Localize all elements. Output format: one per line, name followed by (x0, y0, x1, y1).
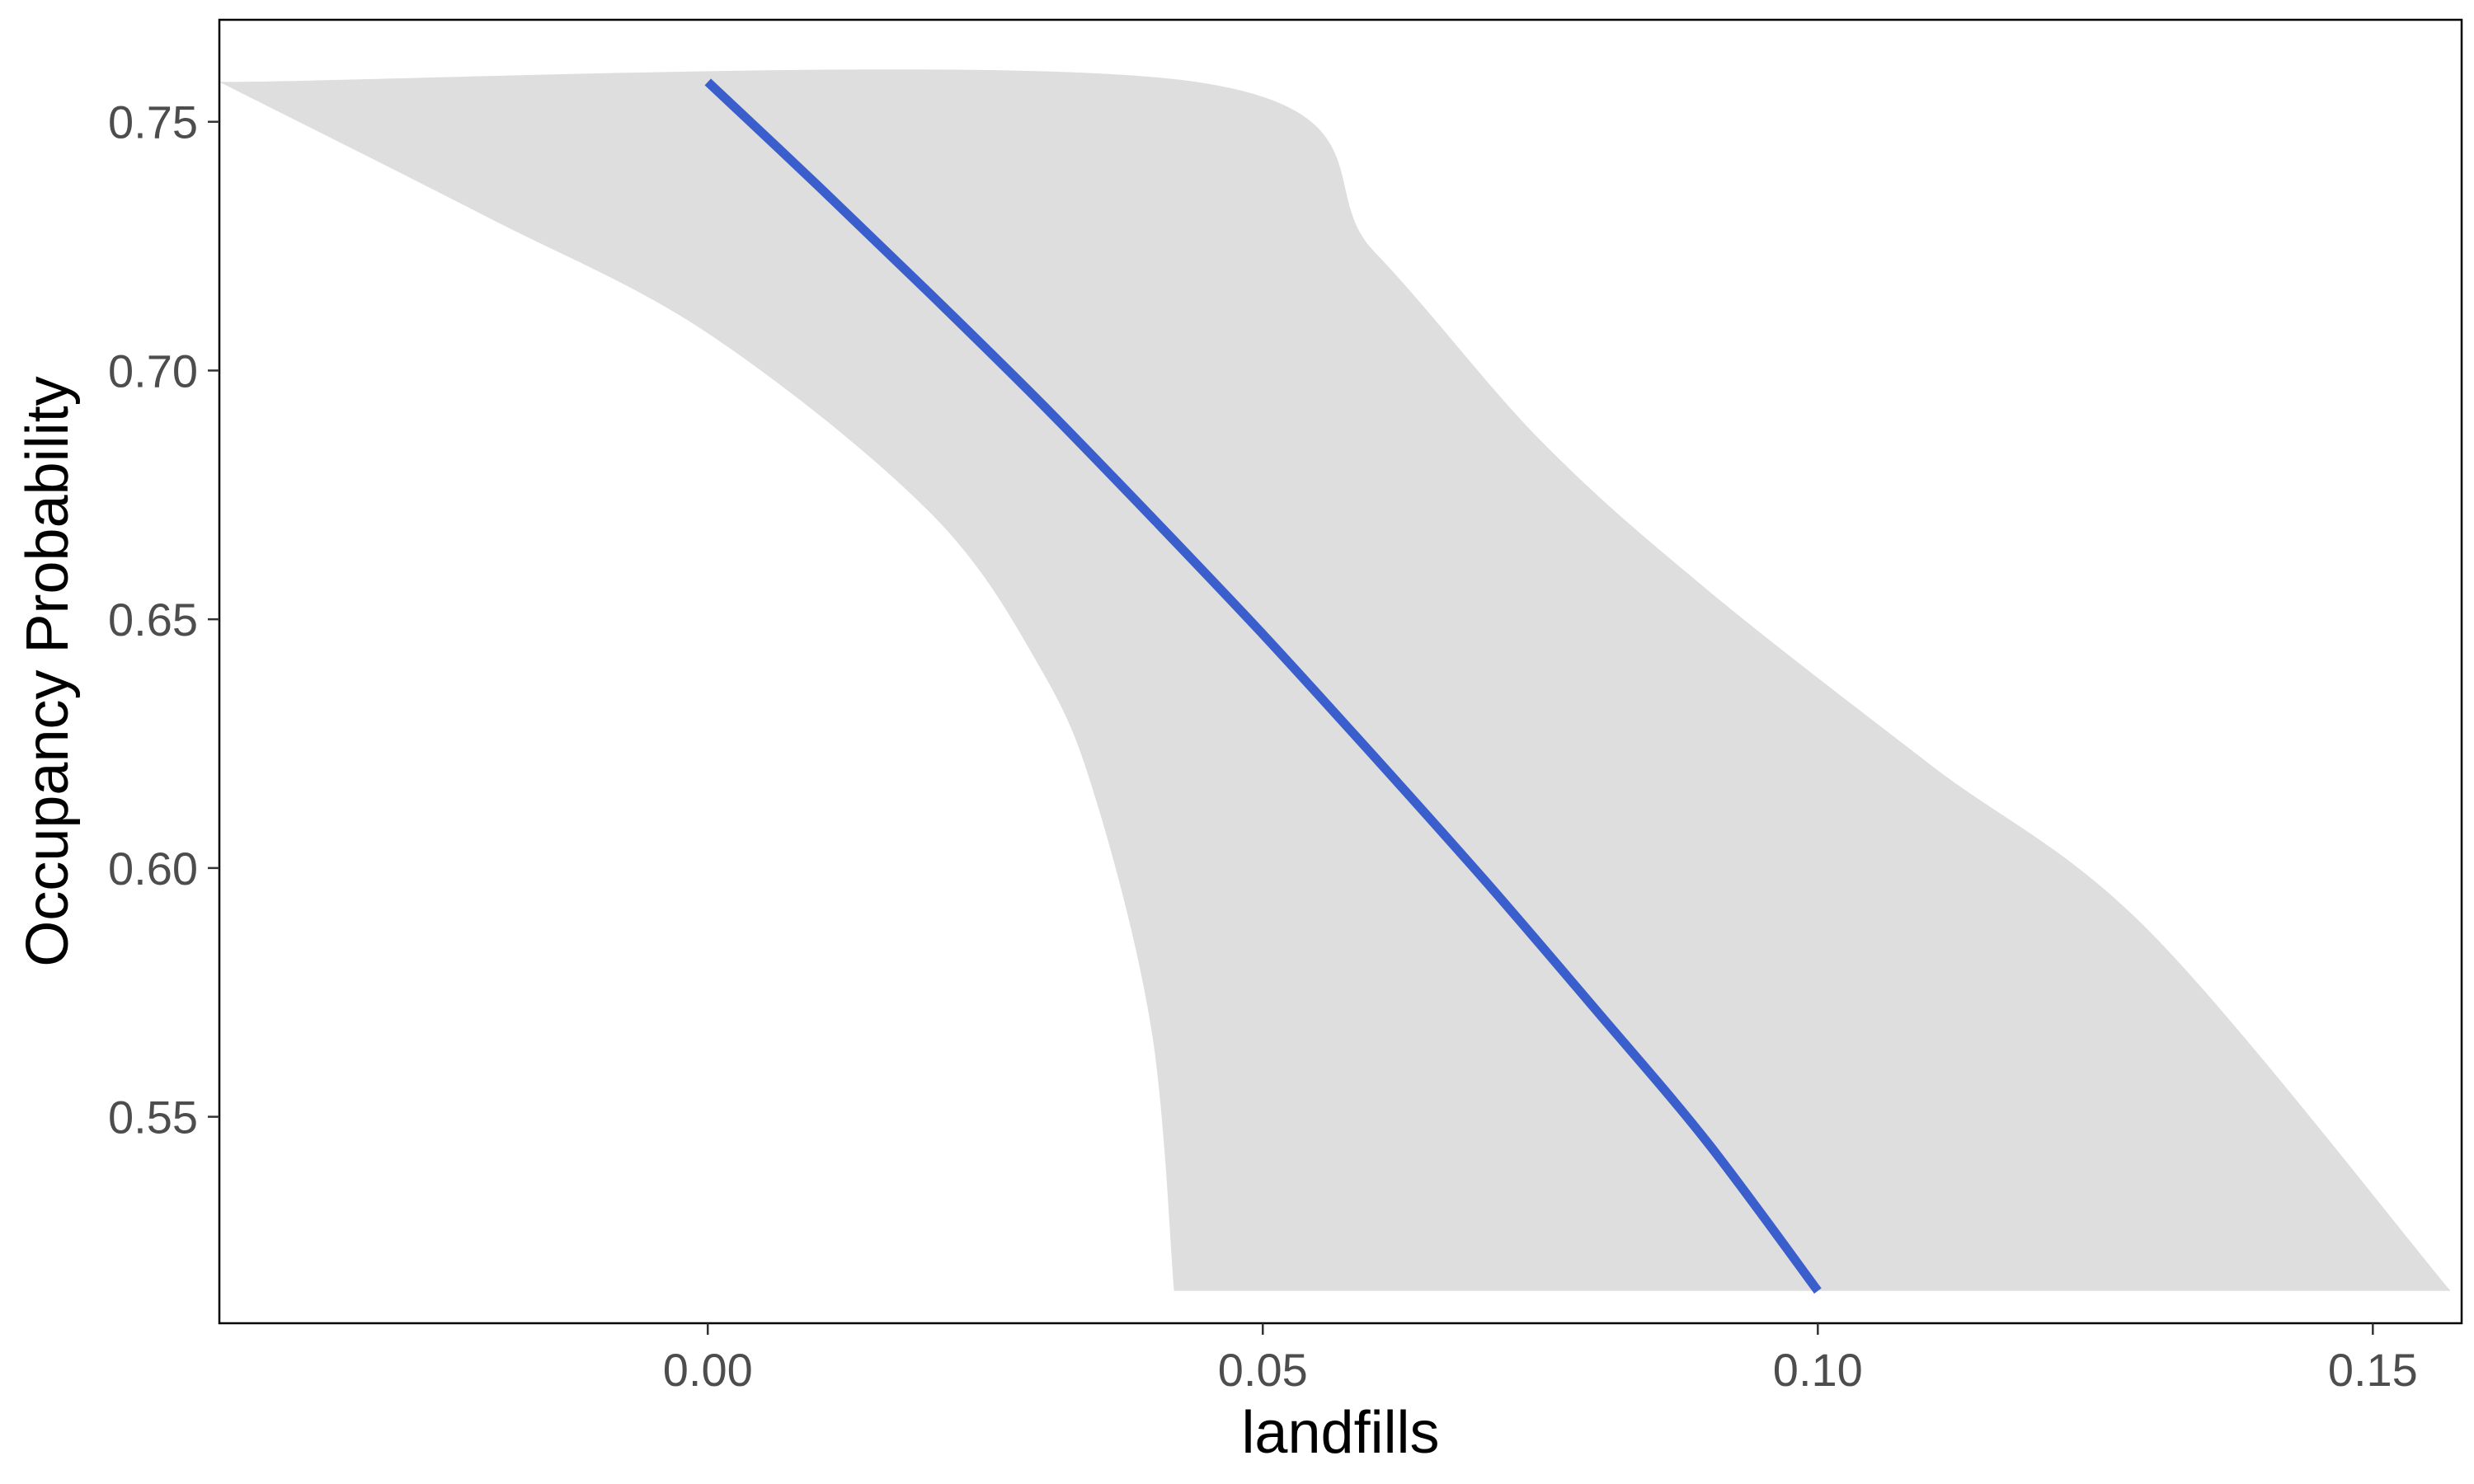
y-tick-label: 0.65 (108, 594, 198, 646)
x-tick-label: 0.15 (2328, 1344, 2418, 1396)
x-tick-label: 0.00 (663, 1344, 753, 1396)
x-tick-label: 0.05 (1218, 1344, 1308, 1396)
fitted-line (704, 78, 1822, 1294)
y-tick-label: 0.75 (108, 96, 198, 148)
y-tick-label: 0.60 (108, 843, 198, 895)
x-axis-title: landfills (1241, 1400, 1439, 1466)
y-tick-label: 0.55 (108, 1092, 198, 1144)
y-tick-label: 0.70 (108, 345, 198, 397)
y-axis-title: Occupancy Probability (15, 376, 81, 966)
x-tick-label: 0.10 (1773, 1344, 1863, 1396)
panel-border (218, 18, 2463, 1325)
confidence-band (219, 69, 2451, 1291)
y-axis: 0.55 0.60 0.65 0.70 0.75 (108, 96, 219, 1144)
x-axis: 0.00 0.05 0.10 0.15 (663, 1323, 2418, 1396)
